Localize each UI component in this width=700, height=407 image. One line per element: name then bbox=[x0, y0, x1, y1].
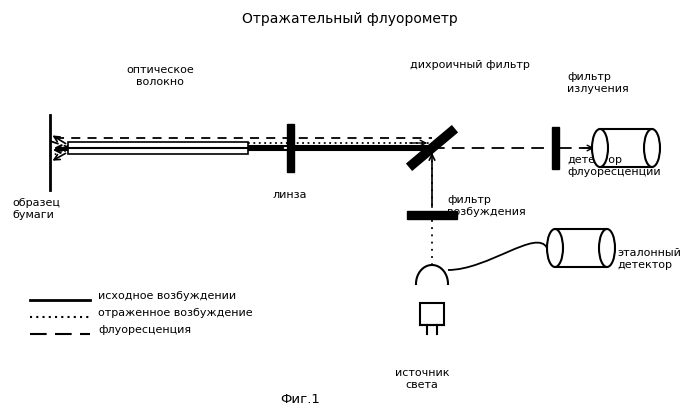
Ellipse shape bbox=[644, 129, 660, 167]
Ellipse shape bbox=[547, 229, 563, 267]
Text: эталонный
детектор: эталонный детектор bbox=[617, 248, 681, 269]
Bar bbox=[555, 229, 607, 267]
Text: исходное возбуждении: исходное возбуждении bbox=[98, 291, 236, 301]
Text: отраженное возбуждение: отраженное возбуждение bbox=[98, 308, 253, 318]
Bar bbox=[600, 129, 652, 167]
Text: фильтр
излучения: фильтр излучения bbox=[567, 72, 629, 94]
Text: Фиг.1: Фиг.1 bbox=[280, 393, 320, 406]
Bar bbox=[420, 303, 444, 325]
Text: Отражательный флуорометр: Отражательный флуорометр bbox=[242, 12, 458, 26]
Text: флуоресценция: флуоресценция bbox=[98, 325, 191, 335]
Text: детектор
флуоресценции: детектор флуоресценции bbox=[567, 155, 661, 177]
Text: фильтр
возбуждения: фильтр возбуждения bbox=[447, 195, 526, 217]
Text: образец
бумаги: образец бумаги bbox=[12, 198, 60, 220]
Text: дихроичный фильтр: дихроичный фильтр bbox=[410, 60, 530, 70]
Bar bbox=[68, 142, 248, 154]
Ellipse shape bbox=[599, 229, 615, 267]
Bar bbox=[407, 211, 457, 219]
Ellipse shape bbox=[592, 129, 608, 167]
Text: оптическое
волокно: оптическое волокно bbox=[126, 65, 194, 87]
Text: источник
света: источник света bbox=[395, 368, 449, 389]
Bar bbox=[552, 127, 559, 169]
Bar bbox=[287, 124, 294, 172]
Text: линза: линза bbox=[273, 190, 307, 200]
